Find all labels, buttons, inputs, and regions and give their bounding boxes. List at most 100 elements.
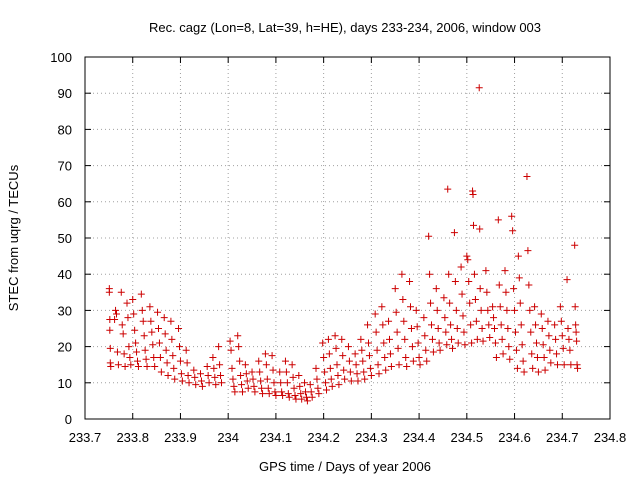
data-point (105, 288, 113, 296)
data-point (146, 303, 154, 311)
data-point (243, 377, 251, 385)
data-point (371, 310, 379, 318)
data-point (467, 321, 475, 329)
data-point (373, 346, 381, 354)
data-point (160, 314, 168, 322)
x-tick-label: 233.8 (116, 430, 149, 445)
data-point (375, 370, 383, 378)
data-point (514, 252, 522, 260)
data-point (236, 357, 244, 365)
data-point (351, 350, 359, 358)
data-point (459, 312, 467, 320)
data-point (307, 388, 315, 396)
y-tick-label: 40 (58, 267, 72, 282)
data-point (176, 357, 184, 365)
x-tick-label: 234.1 (260, 430, 293, 445)
data-point (327, 375, 335, 383)
data-point (492, 353, 500, 361)
data-point (509, 227, 517, 235)
data-point (190, 366, 198, 374)
data-point (235, 343, 243, 351)
x-tick-label: 234.8 (594, 430, 627, 445)
y-tick-label: 50 (58, 231, 72, 246)
data-point (475, 84, 483, 92)
data-point (249, 375, 257, 383)
data-point (468, 339, 476, 347)
data-point (241, 361, 249, 369)
data-point (503, 306, 511, 314)
data-point (444, 185, 452, 193)
data-point (321, 368, 329, 376)
data-point (276, 368, 284, 376)
data-point (121, 363, 129, 371)
data-point (442, 328, 450, 336)
data-point (527, 328, 535, 336)
data-point (421, 332, 429, 340)
data-point (126, 353, 134, 361)
data-point (169, 352, 177, 360)
data-point (428, 321, 435, 329)
data-point (269, 366, 277, 374)
data-point (176, 343, 183, 351)
data-point (231, 388, 239, 396)
data-point (541, 366, 549, 374)
data-point (295, 372, 303, 380)
data-point (460, 328, 468, 336)
data-point (215, 343, 223, 351)
data-point (454, 339, 462, 347)
data-point (250, 382, 258, 390)
data-point (263, 375, 271, 383)
data-point (239, 388, 246, 396)
data-point (425, 232, 433, 240)
data-point (567, 361, 575, 369)
data-point (556, 303, 564, 311)
data-point (477, 306, 485, 314)
data-point (178, 377, 186, 385)
data-point (478, 325, 486, 332)
data-point (346, 368, 354, 376)
plot-frame (84, 56, 611, 420)
y-tick-label: 100 (50, 50, 72, 65)
x-tick-label: 234 (217, 430, 239, 445)
data-point (361, 375, 369, 383)
data-point (423, 357, 431, 365)
x-tick-label: 233.7 (69, 430, 102, 445)
data-point (298, 395, 306, 403)
data-point (123, 299, 131, 307)
data-point (420, 314, 428, 322)
y-tick-label: 70 (58, 159, 72, 174)
data-point (320, 353, 328, 361)
data-point (471, 296, 479, 304)
data-point (534, 368, 542, 376)
data-point (533, 339, 540, 347)
data-point (520, 368, 528, 376)
data-point (175, 325, 183, 332)
data-point (416, 361, 424, 369)
data-point (278, 388, 286, 396)
data-point (149, 341, 157, 349)
data-point (515, 274, 523, 282)
data-point (113, 310, 120, 318)
data-point (341, 375, 349, 383)
data-point (257, 377, 265, 385)
data-point (380, 339, 388, 347)
data-point (283, 379, 291, 387)
data-point (120, 350, 128, 358)
data-point (163, 359, 171, 367)
data-point (354, 377, 362, 385)
data-point (451, 277, 459, 285)
data-point (435, 339, 443, 347)
data-point (412, 306, 420, 314)
data-point (256, 368, 264, 376)
data-point (572, 321, 580, 329)
y-tick-label: 30 (58, 303, 72, 318)
y-axis-label: STEC from uqrg / TECUs (6, 164, 21, 311)
data-point (210, 364, 218, 372)
data-point (151, 363, 159, 371)
data-point (486, 334, 494, 342)
data-point (197, 370, 204, 378)
data-point (319, 339, 327, 347)
data-point (531, 303, 539, 311)
data-point (525, 281, 533, 289)
data-point (491, 325, 498, 332)
